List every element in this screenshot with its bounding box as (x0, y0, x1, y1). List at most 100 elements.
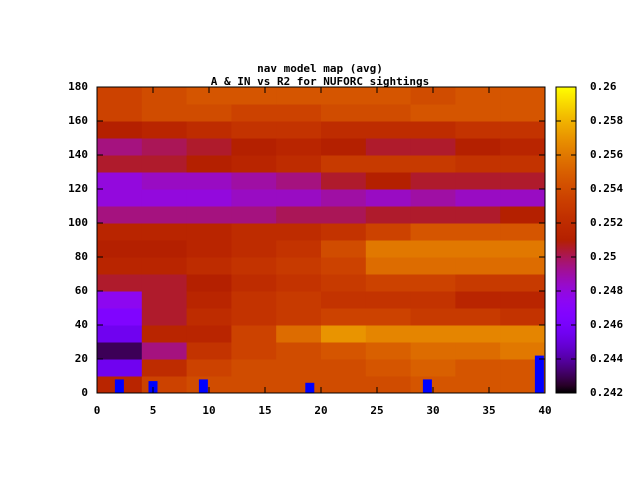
heatmap-cell (455, 104, 501, 122)
heatmap-cell (410, 155, 456, 173)
heatmap-cell (276, 359, 322, 377)
heatmap-cell (365, 121, 412, 139)
heatmap-cell (321, 223, 367, 241)
colorbar-tick-label: 0.246 (590, 318, 623, 331)
x-tick-label: 5 (150, 404, 157, 417)
heatmap-cell (500, 138, 546, 156)
heatmap-cell (186, 274, 232, 292)
heatmap-cell (276, 274, 322, 292)
heatmap-cell (321, 138, 367, 156)
y-tick-label: 100 (68, 216, 88, 229)
colorbar-tick-label: 0.26 (590, 80, 617, 93)
heatmap-cell (500, 121, 546, 139)
heatmap-cell (97, 274, 143, 292)
heatmap-cell (231, 376, 277, 394)
heatmap-cell (455, 376, 501, 394)
heatmap-cell (410, 376, 456, 394)
heatmap-cell (231, 172, 277, 190)
heatmap-cell (186, 376, 232, 394)
heatmap-cell (231, 342, 277, 360)
heatmap-cell (455, 172, 501, 190)
heatmap-cell (186, 257, 232, 275)
colorbar-tick-label: 0.252 (590, 216, 623, 229)
heatmap-cell (231, 155, 277, 173)
y-tick-label: 140 (68, 148, 88, 161)
heatmap-cell (231, 189, 277, 207)
heatmap-cell (186, 87, 232, 105)
heatmap-cell (410, 172, 456, 190)
heatmap-cell (500, 155, 546, 173)
heatmap-cell (97, 172, 143, 190)
x-tick-label: 35 (482, 404, 495, 417)
heatmap-cell (321, 257, 367, 275)
heatmap-cell (410, 206, 456, 224)
heatmap-cell (365, 376, 412, 394)
heatmap-cell (365, 223, 412, 241)
heatmap-cell (97, 240, 143, 258)
heatmap-cell (276, 223, 322, 241)
x-tick-label: 0 (94, 404, 101, 417)
heatmap-cell (365, 291, 412, 309)
heatmap-cell (276, 257, 322, 275)
heatmap-cell (455, 87, 501, 105)
heatmap-cell (141, 121, 188, 139)
heatmap-cell (97, 121, 143, 139)
heatmap-cell (276, 121, 322, 139)
heatmap-cell (276, 240, 322, 258)
colorbar-tick-label: 0.242 (590, 386, 623, 399)
heatmap-cell (410, 138, 456, 156)
heatmap-cell (97, 104, 143, 122)
heatmap-cell (141, 87, 188, 105)
heatmap-cell (455, 274, 501, 292)
heatmap-cell (186, 359, 232, 377)
heatmap-cell (321, 342, 367, 360)
heatmap-cell (231, 121, 277, 139)
heatmap-cell (231, 240, 277, 258)
heatmap-cell (410, 325, 456, 343)
heatmap-cell (97, 87, 143, 105)
heatmap-cell (231, 325, 277, 343)
heatmap-cell (321, 121, 367, 139)
heatmap-cell (321, 104, 367, 122)
y-tick-label: 160 (68, 114, 88, 127)
heatmap-cell (141, 104, 188, 122)
y-tick-label: 180 (68, 80, 88, 93)
heatmap-cell (410, 104, 456, 122)
heatmap-cell (410, 189, 456, 207)
heatmap-cell (500, 206, 546, 224)
heatmap-cell (97, 155, 143, 173)
heatmap-cell (500, 291, 546, 309)
heatmap-cell (321, 189, 367, 207)
colorbar-tick-label: 0.244 (590, 352, 623, 365)
heatmap-cell (97, 223, 143, 241)
heatmap-cell (186, 240, 232, 258)
heatmap-cell (455, 121, 501, 139)
heatmap-cell (365, 308, 412, 326)
heatmap-cell (500, 87, 546, 105)
heatmap-cell (141, 257, 188, 275)
heatmap-cell (141, 274, 188, 292)
heatmap-cell (141, 325, 188, 343)
heatmap-cell (97, 359, 143, 377)
heatmap-cell (186, 172, 232, 190)
heatmap-cell (321, 206, 367, 224)
x-tick-label: 20 (314, 404, 327, 417)
heatmap-cell (410, 257, 456, 275)
heatmap-cell (455, 291, 501, 309)
y-tick-label: 120 (68, 182, 88, 195)
heatmap-cell (276, 342, 322, 360)
heatmap-cell (231, 291, 277, 309)
heatmap-cell (186, 325, 232, 343)
heatmap-cell (455, 257, 501, 275)
heatmap-cell (276, 104, 322, 122)
heatmap-cell (141, 308, 188, 326)
heatmap-cell (500, 359, 546, 377)
heatmap-cell (276, 206, 322, 224)
heatmap-cell (97, 325, 143, 343)
heatmap-cell (455, 342, 501, 360)
heatmap-cell (455, 155, 501, 173)
heatmap-cell (141, 155, 188, 173)
heatmap-cell (410, 342, 456, 360)
heatmap-cell (276, 87, 322, 105)
